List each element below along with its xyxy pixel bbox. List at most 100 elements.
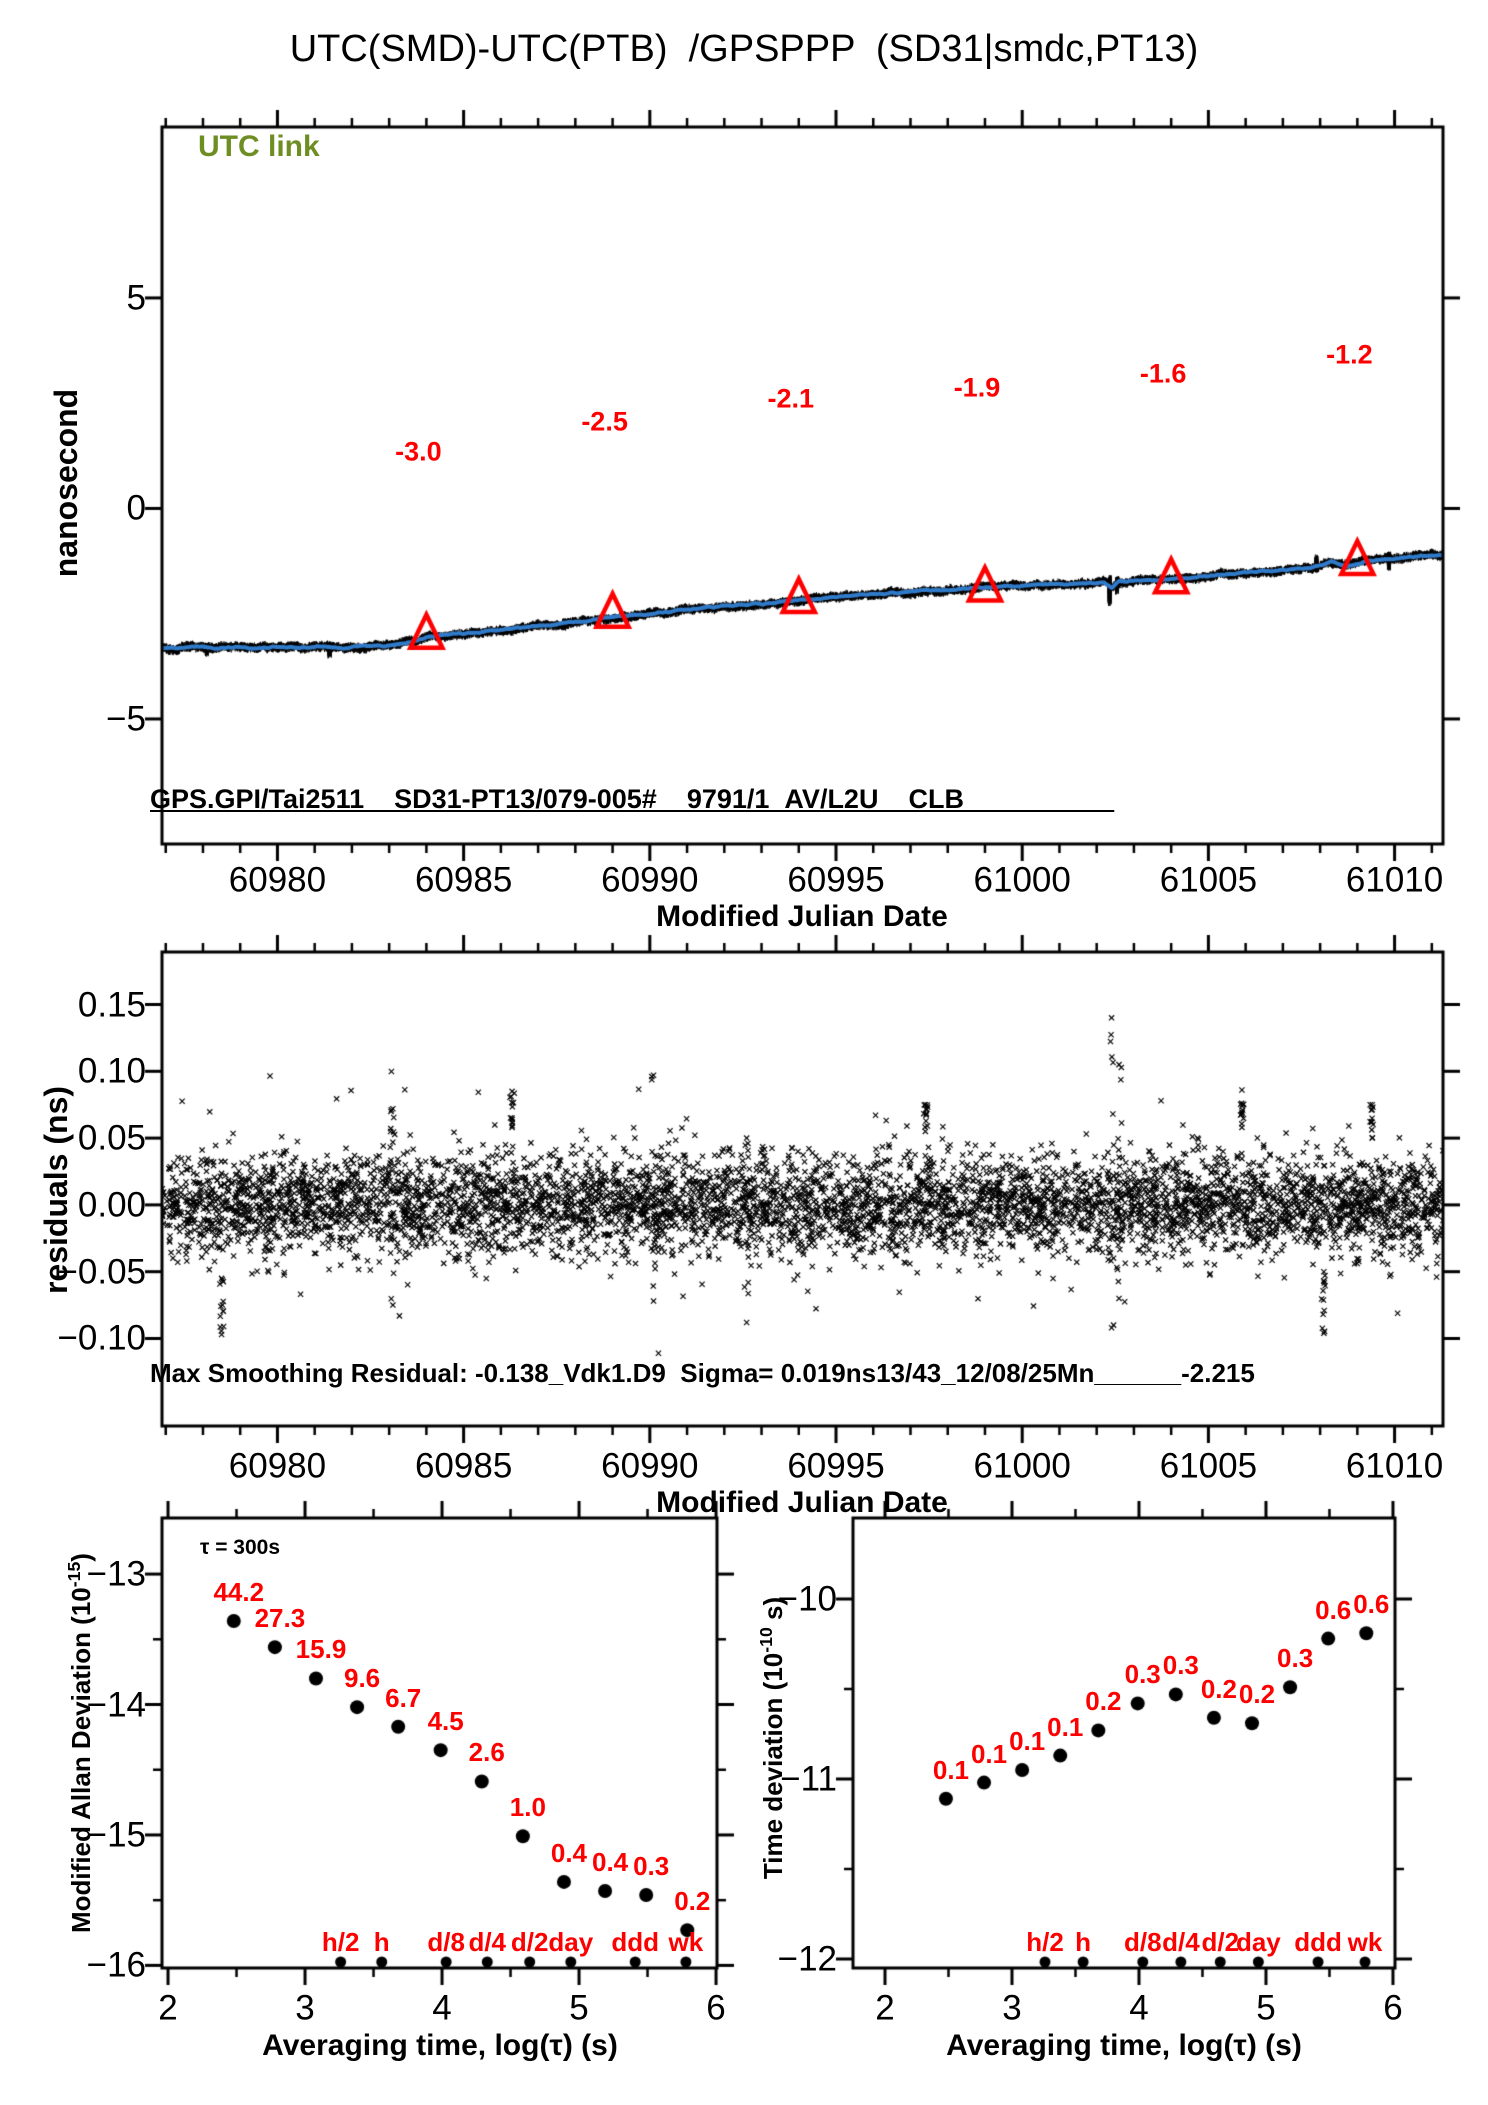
tdev-time-label: d/2 <box>1201 1927 1240 1957</box>
mdev-xtick-label: 2 <box>158 1988 178 2028</box>
mdev-point-label: 4.5 <box>427 1706 464 1737</box>
mdev-point-label: 0.4 <box>591 1847 629 1878</box>
utc-link-xtick-label: 61000 <box>973 860 1071 900</box>
p3-tau-note: τ = 300s <box>200 1536 281 1559</box>
tdev-point-label: 0.6 <box>1353 1589 1390 1620</box>
mdev-point-label: 0.3 <box>633 1850 670 1881</box>
tdev-xtick-label: 4 <box>1129 1988 1149 2028</box>
p1-triangle-label: -2.5 <box>581 406 628 437</box>
utc-link-label: UTC link <box>198 130 320 163</box>
p1-triangle-label: -2.1 <box>767 383 815 414</box>
mdev-time-label: day <box>548 1927 594 1957</box>
p4-y-axis-exponent: -10 <box>756 1627 777 1653</box>
p1-triangle-label: -3.0 <box>395 436 442 467</box>
mdev-point-label: 6.7 <box>385 1682 422 1713</box>
tdev-ytick-label: −10 <box>777 1579 837 1619</box>
tdev-xtick-label: 3 <box>1002 1988 1022 2028</box>
residuals-xtick-label: 60990 <box>601 1446 699 1486</box>
tdev-point-label: 0.6 <box>1315 1594 1352 1625</box>
utc-link-ytick-label: −5 <box>106 699 146 739</box>
mdev-point-label: 2.6 <box>468 1737 505 1768</box>
residuals-xtick-label: 60980 <box>228 1446 327 1486</box>
mdev-time-label: wk <box>668 1927 704 1957</box>
tdev-point-label: 0.1 <box>932 1754 970 1785</box>
residuals-ytick-label: 0.00 <box>77 1185 146 1225</box>
residuals-xtick-label: 61010 <box>1345 1446 1444 1486</box>
p1-y-axis-label: nanosecond <box>48 388 84 578</box>
mdev-time-label: h/2 <box>321 1927 360 1957</box>
mdev-time-label: h <box>373 1927 390 1957</box>
residuals-ytick-label: 0.05 <box>77 1118 146 1158</box>
p2-x-axis-label: Modified Julian Date <box>656 1486 948 1519</box>
residuals-ytick-label: 0.15 <box>77 985 146 1024</box>
utc-link-xtick-label: 60995 <box>787 860 885 900</box>
p4-y-axis-label: Time deviation (10-10 s) <box>756 1596 788 1880</box>
tdev-ytick-label: −11 <box>780 1759 837 1799</box>
tdev-point-label: 0.1 <box>1047 1711 1084 1742</box>
tdev-point-label: 0.3 <box>1162 1650 1199 1681</box>
tdev-time-label: d/4 <box>1162 1927 1200 1957</box>
tdev-time-label: ddd <box>1294 1927 1342 1957</box>
mdev-xtick-label: 3 <box>295 1988 315 2028</box>
utc-link-xtick-label: 61005 <box>1159 860 1258 900</box>
residuals-ytick-label: −0.05 <box>57 1252 146 1292</box>
tdev-point-label: 0.2 <box>1238 1679 1276 1710</box>
tdev-point-label: 0.3 <box>1277 1643 1314 1674</box>
mdev-time-label: d/4 <box>468 1927 507 1957</box>
utc-link-xtick-label: 61010 <box>1345 860 1444 900</box>
tdev-time-label: h/2 <box>1026 1927 1064 1957</box>
utc-link-ytick-label: 0 <box>126 488 146 528</box>
mdev-point-label: 9.6 <box>344 1663 381 1694</box>
mdev-point-label: 0.4 <box>550 1837 588 1868</box>
mdev-point-label: 44.2 <box>213 1577 265 1608</box>
p1-annotation: GPS.GPI/Tai2511__SD31-PT13/079-005#_ 979… <box>150 784 1115 814</box>
p2-annotation: Max Smoothing Residual: -0.138_Vdk1.D9 S… <box>150 1358 1255 1388</box>
tdev-point-label: 0.1 <box>1009 1726 1046 1756</box>
p4-x-axis-label: Averaging time, log(τ) (s) <box>946 2029 1302 2062</box>
mdev-ytick-label: −16 <box>86 1945 146 1985</box>
page-title: UTC(SMD)-UTC(PTB) /GPSPPP (SD31|smdc,PT1… <box>289 28 1199 70</box>
tdev-time-label: h <box>1075 1927 1092 1957</box>
mdev-xtick-label: 4 <box>432 1988 452 2028</box>
p1-triangle-label: -1.6 <box>1139 358 1187 389</box>
mdev-time-label: ddd <box>611 1927 660 1957</box>
tdev-point-label: 0.2 <box>1200 1673 1237 1704</box>
mdev-xtick-label: 5 <box>569 1988 589 2028</box>
p3-y-axis-exponent: -15 <box>64 1561 85 1588</box>
tdev-time-label: wk <box>1347 1927 1383 1957</box>
tdev-point-label: 0.1 <box>970 1738 1008 1769</box>
residuals-xtick-label: 61000 <box>973 1446 1071 1486</box>
tdev-time-label: d/8 <box>1123 1927 1162 1957</box>
p1-triangle-label: -1.2 <box>1326 339 1373 370</box>
residuals-xtick-label: 60995 <box>787 1446 885 1486</box>
residuals-ytick-label: 0.10 <box>77 1051 146 1091</box>
mdev-ytick-label: −15 <box>86 1815 146 1855</box>
tdev-xtick-label: 5 <box>1256 1988 1276 2028</box>
mdev-xtick-label: 6 <box>706 1988 726 2028</box>
tdev-time-label: day <box>1235 1927 1281 1957</box>
residuals-xtick-label: 60985 <box>414 1446 513 1486</box>
tdev-point-label: 0.2 <box>1085 1686 1122 1717</box>
mdev-point-label: 1.0 <box>509 1792 546 1823</box>
tdev-xtick-label: 2 <box>875 1988 895 2028</box>
residuals-ytick-label: −0.10 <box>57 1318 146 1358</box>
mdev-time-label: d/8 <box>427 1927 465 1957</box>
mdev-point-label: 27.3 <box>254 1603 306 1634</box>
mdev-time-label: d/2 <box>510 1927 549 1957</box>
mdev-point-label: 0.2 <box>674 1886 711 1917</box>
mdev-ytick-label: −14 <box>86 1685 146 1725</box>
utc-link-xtick-label: 60985 <box>414 860 513 900</box>
mdev-point-label: 15.9 <box>295 1634 347 1665</box>
tdev-xtick-label: 6 <box>1383 1988 1403 2028</box>
residuals-xtick-label: 61005 <box>1159 1446 1258 1486</box>
p1-triangle-label: -1.9 <box>953 372 1001 403</box>
utc-link-ytick-label: 5 <box>126 278 146 318</box>
p1-x-axis-label: Modified Julian Date <box>656 900 948 933</box>
utc-link-xtick-label: 60980 <box>228 860 327 900</box>
p3-y-axis-label: Modified Allan Deviation (10-15) <box>64 1553 96 1933</box>
tdev-point-label: 0.3 <box>1124 1659 1161 1690</box>
tdev-ytick-label: −12 <box>777 1939 837 1979</box>
p3-x-axis-label: Averaging time, log(τ) (s) <box>262 2029 618 2062</box>
